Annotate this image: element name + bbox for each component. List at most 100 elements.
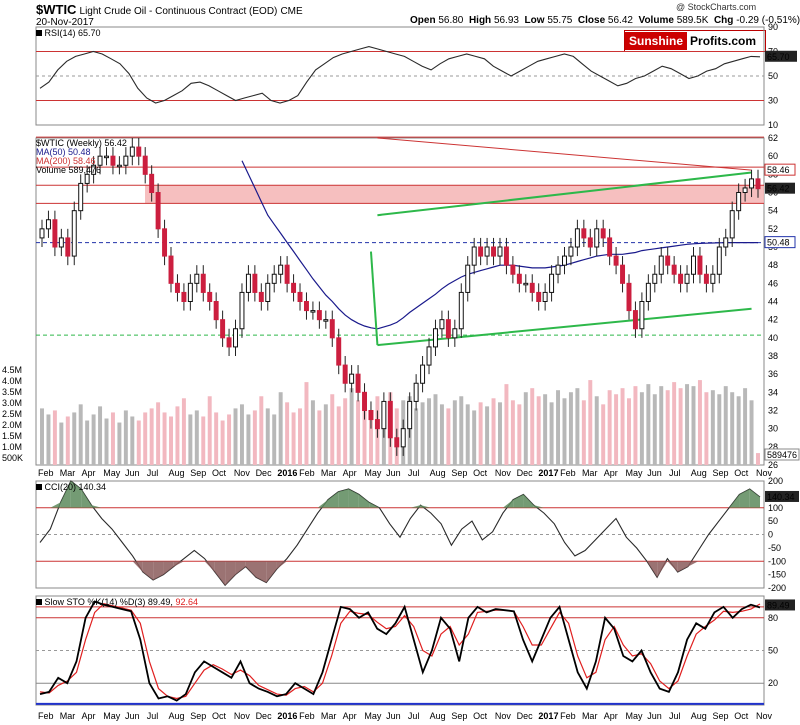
candle-body (323, 319, 329, 322)
volume-bar (639, 392, 644, 465)
candle-body (45, 219, 51, 230)
volume-bar (749, 400, 754, 465)
volume-bar (98, 406, 103, 465)
x-label-Aug: Aug (691, 468, 707, 478)
x-label-Mar: Mar (60, 468, 76, 478)
volume-bar (336, 406, 341, 465)
volume-bar (343, 398, 348, 465)
candle-body (233, 328, 238, 348)
x-label-Feb: Feb (299, 468, 315, 478)
candle-body (471, 246, 477, 266)
price-legend-title: $WTIC (Weekly) 56.42 (36, 138, 127, 148)
sto-x-label-Dec: Dec (256, 711, 273, 721)
sto-x-label-May: May (625, 711, 643, 721)
volume-bar (117, 422, 122, 465)
sto-last-value: 89.49 (767, 600, 790, 610)
volume-bar (52, 410, 57, 465)
candle-body (226, 337, 232, 348)
cci-overbought-fill (50, 502, 61, 508)
cci-oversold-fill (667, 561, 678, 572)
volume-bar (188, 414, 193, 465)
ma200-line (377, 137, 752, 171)
volume-bar (162, 412, 167, 465)
volume-badge-value: 589476 (767, 450, 797, 460)
ma200-badge (764, 163, 796, 176)
candle-body (39, 228, 45, 239)
sto-legend-label: Slow STO %K(14) %D(3) (44, 597, 146, 607)
candle-body (252, 273, 258, 293)
candle-body (78, 182, 84, 212)
price-tick-40: 40 (768, 333, 778, 343)
candle-body (349, 373, 355, 384)
rsi-tick-30: 30 (768, 96, 778, 106)
sto-x-label-Mar: Mar (60, 711, 76, 721)
volume-label: Volume (638, 15, 674, 26)
price-tick-38: 38 (768, 351, 778, 361)
volume-bar (697, 380, 702, 465)
x-label-Mar: Mar (321, 468, 337, 478)
candle-body (58, 237, 64, 248)
candle-body (168, 255, 174, 284)
credit: @ StockCharts.com (676, 2, 757, 12)
volume-bar (317, 410, 322, 465)
volume-bar (665, 390, 670, 465)
candle-body (426, 346, 432, 366)
x-label-Mar: Mar (582, 468, 598, 478)
cci-overbought-fill (533, 505, 544, 508)
volume-bar (291, 412, 296, 465)
close-label: Close (577, 15, 606, 26)
candle-body (142, 155, 148, 175)
volume-bar (130, 416, 135, 465)
x-label-Apr: Apr (82, 468, 96, 478)
rsi-tick-10: 10 (768, 120, 778, 130)
cci-legend-label: CCI(20) 140.34 (44, 482, 107, 492)
cci-overbought-fill (749, 489, 760, 508)
x-label-Apr: Apr (343, 468, 357, 478)
candle-body (91, 164, 97, 175)
low-value: 55.75 (547, 15, 573, 26)
resistance-zone (145, 185, 764, 204)
candle-body (581, 228, 587, 239)
volume-bar (691, 386, 696, 465)
volume-bar (252, 410, 257, 465)
volume-value: 589.5K (676, 15, 709, 26)
sto-d-value: 92.64 (175, 597, 198, 607)
candle-body (723, 237, 729, 248)
sto-x-label-Mar: Mar (582, 711, 598, 721)
candle-body (136, 146, 142, 157)
volume-bar (736, 396, 741, 465)
volume-bar (710, 390, 715, 465)
volume-bar (110, 412, 115, 465)
candle-body (97, 155, 103, 166)
volume-axis-label: 4.5M (2, 365, 22, 375)
sto-x-label-Jul: Jul (408, 711, 420, 721)
volume-bar (607, 390, 612, 465)
volume-bar (59, 422, 64, 465)
volume-bar (439, 404, 444, 465)
price-tick-46: 46 (768, 278, 778, 288)
logo-part-2: Profits.com (690, 34, 757, 48)
price-tick-60: 60 (768, 151, 778, 161)
candle-body (503, 246, 509, 266)
cci-tick-50: 50 (768, 516, 778, 526)
sto-x-label-Aug: Aug (691, 711, 707, 721)
volume-bar (278, 392, 283, 465)
volume-bar (472, 410, 477, 465)
cci-overbought-fill (523, 494, 534, 508)
cci-last-badge (765, 490, 799, 502)
x-label-2017: 2017 (538, 468, 558, 478)
candle-body (555, 264, 561, 275)
volume-bar (446, 408, 451, 465)
cci-oversold-fill (173, 561, 184, 567)
volume-bar (530, 388, 535, 465)
cci-overbought-fill (338, 489, 349, 508)
volume-bar (562, 398, 567, 465)
x-label-Nov: Nov (234, 468, 251, 478)
candle-body (291, 282, 297, 293)
volume-bar (652, 394, 657, 465)
ma50-legend: MA(50) 50.48 (36, 147, 91, 157)
candle-body (697, 255, 703, 275)
cci-tick-200: 200 (768, 476, 783, 486)
volume-bar (517, 404, 522, 465)
